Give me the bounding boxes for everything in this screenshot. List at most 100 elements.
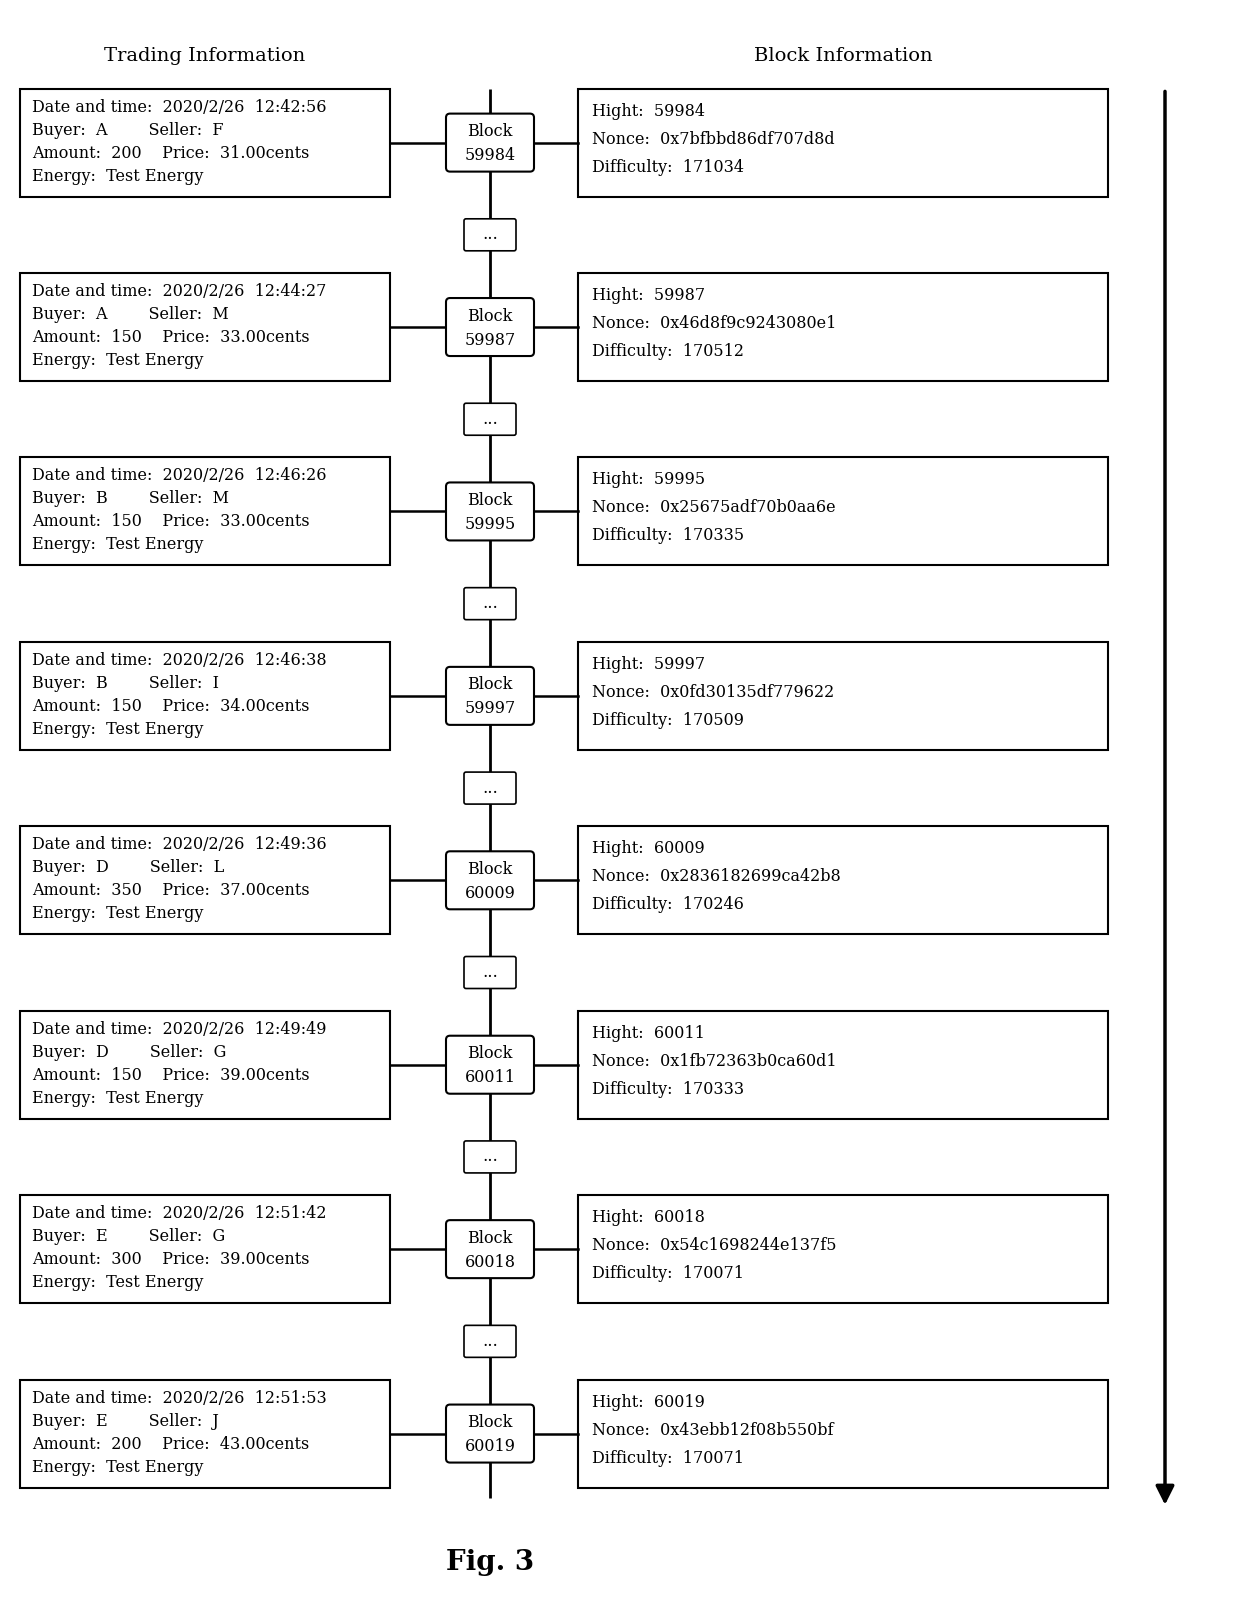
Bar (578, 641, 1109, 749)
Text: Energy:  Test Energy: Energy: Test Energy (32, 1089, 203, 1107)
Text: Hight:  59995: Hight: 59995 (591, 472, 706, 488)
Text: Energy:  Test Energy: Energy: Test Energy (32, 905, 203, 921)
Text: Difficulty:  170333: Difficulty: 170333 (591, 1081, 744, 1097)
Text: Buyer:  E        Seller:  J: Buyer: E Seller: J (32, 1413, 219, 1429)
Text: Date and time:  2020/2/26  12:42:56: Date and time: 2020/2/26 12:42:56 (32, 98, 326, 116)
Text: Amount:  150    Price:  34.00cents: Amount: 150 Price: 34.00cents (32, 698, 310, 715)
Bar (20, 1010, 391, 1118)
Text: Energy:  Test Energy: Energy: Test Energy (32, 353, 203, 369)
Text: 59984: 59984 (465, 147, 516, 164)
Text: Difficulty:  171034: Difficulty: 171034 (591, 158, 744, 176)
Bar (578, 1010, 1109, 1118)
FancyBboxPatch shape (446, 298, 534, 356)
Text: Nonce:  0x54c1698244e137f5: Nonce: 0x54c1698244e137f5 (591, 1237, 837, 1253)
FancyBboxPatch shape (464, 772, 516, 804)
Text: Amount:  300    Price:  39.00cents: Amount: 300 Price: 39.00cents (32, 1252, 310, 1268)
Text: Block: Block (467, 1414, 512, 1431)
Bar (20, 1379, 391, 1487)
Text: Energy:  Test Energy: Energy: Test Energy (32, 720, 203, 738)
Bar (578, 1195, 1109, 1303)
FancyBboxPatch shape (446, 114, 534, 172)
Text: Amount:  200    Price:  43.00cents: Amount: 200 Price: 43.00cents (32, 1435, 309, 1453)
Text: Nonce:  0x0fd30135df779622: Nonce: 0x0fd30135df779622 (591, 685, 835, 701)
Text: Date and time:  2020/2/26  12:46:38: Date and time: 2020/2/26 12:46:38 (32, 652, 326, 669)
Bar (20, 826, 391, 934)
Text: ...: ... (482, 226, 498, 243)
Text: Hight:  59984: Hight: 59984 (591, 103, 706, 119)
Text: ...: ... (482, 1149, 498, 1165)
Text: Date and time:  2020/2/26  12:46:26: Date and time: 2020/2/26 12:46:26 (32, 467, 326, 485)
Text: Energy:  Test Energy: Energy: Test Energy (32, 1458, 203, 1476)
Text: Hight:  59997: Hight: 59997 (591, 656, 706, 673)
Text: Buyer:  A        Seller:  F: Buyer: A Seller: F (32, 121, 223, 139)
Text: Amount:  200    Price:  31.00cents: Amount: 200 Price: 31.00cents (32, 145, 309, 161)
Text: Hight:  60009: Hight: 60009 (591, 841, 704, 857)
Bar (20, 641, 391, 749)
Bar (578, 1379, 1109, 1487)
Text: Difficulty:  170071: Difficulty: 170071 (591, 1265, 744, 1282)
Text: Date and time:  2020/2/26  12:49:36: Date and time: 2020/2/26 12:49:36 (32, 836, 326, 854)
Text: Difficulty:  170246: Difficulty: 170246 (591, 896, 744, 913)
Bar (578, 826, 1109, 934)
Text: Block: Block (467, 677, 512, 693)
Bar (20, 272, 391, 382)
Bar (578, 89, 1109, 197)
Text: ...: ... (482, 1332, 498, 1350)
Text: Date and time:  2020/2/26  12:44:27: Date and time: 2020/2/26 12:44:27 (32, 284, 326, 300)
FancyBboxPatch shape (464, 1141, 516, 1173)
Text: Buyer:  B        Seller:  I: Buyer: B Seller: I (32, 675, 219, 691)
Text: 60011: 60011 (465, 1070, 516, 1086)
Text: ...: ... (482, 594, 498, 612)
Bar (20, 458, 391, 565)
Text: Amount:  150    Price:  33.00cents: Amount: 150 Price: 33.00cents (32, 329, 310, 346)
FancyBboxPatch shape (464, 219, 516, 251)
Text: Hight:  60019: Hight: 60019 (591, 1394, 704, 1411)
Text: Block: Block (467, 308, 512, 324)
Text: Nonce:  0x46d8f9c9243080e1: Nonce: 0x46d8f9c9243080e1 (591, 316, 836, 332)
FancyBboxPatch shape (464, 403, 516, 435)
Text: Block: Block (467, 1229, 512, 1247)
Text: Energy:  Test Energy: Energy: Test Energy (32, 536, 203, 554)
Text: 60018: 60018 (465, 1253, 516, 1271)
FancyBboxPatch shape (464, 957, 516, 989)
Text: Nonce:  0x25675adf70b0aa6e: Nonce: 0x25675adf70b0aa6e (591, 499, 836, 517)
FancyBboxPatch shape (446, 1405, 534, 1463)
Text: Block: Block (467, 122, 512, 140)
Text: Energy:  Test Energy: Energy: Test Energy (32, 1274, 203, 1290)
Text: Hight:  60018: Hight: 60018 (591, 1210, 704, 1226)
Text: 60019: 60019 (465, 1439, 516, 1455)
Text: Buyer:  A        Seller:  M: Buyer: A Seller: M (32, 306, 228, 324)
Text: 59995: 59995 (464, 516, 516, 533)
Text: ...: ... (482, 963, 498, 981)
Text: 59997: 59997 (464, 701, 516, 717)
Text: Nonce:  0x7bfbbd86df707d8d: Nonce: 0x7bfbbd86df707d8d (591, 130, 835, 148)
Text: Amount:  350    Price:  37.00cents: Amount: 350 Price: 37.00cents (32, 883, 310, 899)
Text: Date and time:  2020/2/26  12:51:42: Date and time: 2020/2/26 12:51:42 (32, 1205, 326, 1223)
Text: Trading Information: Trading Information (104, 47, 305, 66)
Bar (20, 1195, 391, 1303)
FancyBboxPatch shape (446, 667, 534, 725)
Text: Hight:  60011: Hight: 60011 (591, 1025, 704, 1042)
FancyBboxPatch shape (464, 1326, 516, 1358)
Text: Amount:  150    Price:  39.00cents: Amount: 150 Price: 39.00cents (32, 1066, 310, 1084)
Text: Hight:  59987: Hight: 59987 (591, 287, 706, 304)
Text: Block: Block (467, 860, 512, 878)
Text: Block Information: Block Information (754, 47, 932, 66)
Text: Difficulty:  170071: Difficulty: 170071 (591, 1450, 744, 1466)
Text: Buyer:  E        Seller:  G: Buyer: E Seller: G (32, 1228, 226, 1245)
Text: Fig. 3: Fig. 3 (446, 1550, 534, 1576)
FancyBboxPatch shape (446, 1036, 534, 1094)
Text: 59987: 59987 (464, 332, 516, 348)
FancyBboxPatch shape (464, 588, 516, 620)
Bar (20, 89, 391, 197)
Bar (578, 272, 1109, 382)
Text: ...: ... (482, 780, 498, 796)
Text: Difficulty:  170509: Difficulty: 170509 (591, 712, 744, 728)
Text: Date and time:  2020/2/26  12:51:53: Date and time: 2020/2/26 12:51:53 (32, 1390, 327, 1406)
Text: Difficulty:  170335: Difficulty: 170335 (591, 527, 744, 545)
Text: Block: Block (467, 491, 512, 509)
Text: Buyer:  D        Seller:  L: Buyer: D Seller: L (32, 859, 224, 876)
Text: Difficulty:  170512: Difficulty: 170512 (591, 343, 744, 359)
Text: Buyer:  D        Seller:  G: Buyer: D Seller: G (32, 1044, 227, 1060)
Bar (578, 458, 1109, 565)
